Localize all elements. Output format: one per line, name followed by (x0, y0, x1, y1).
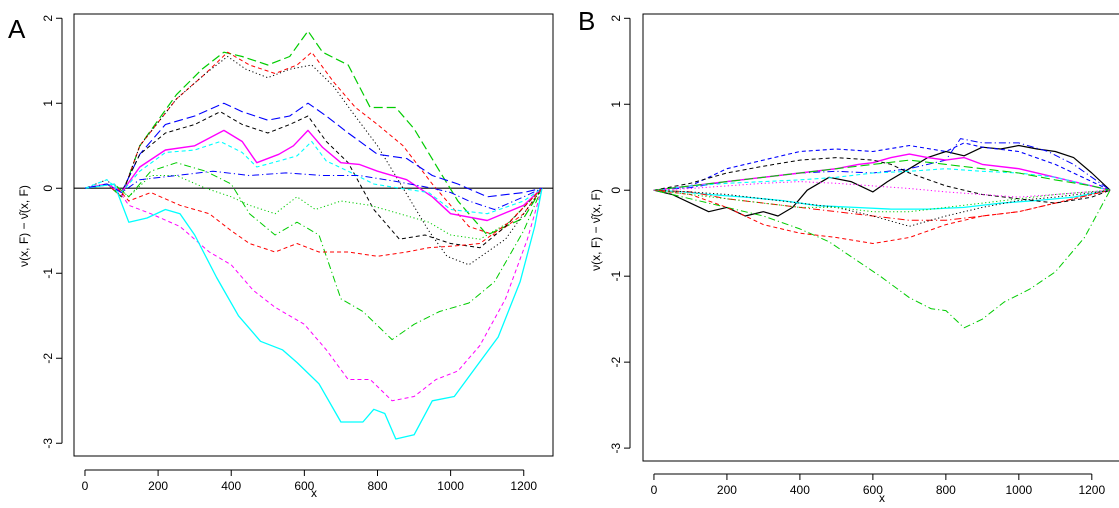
panel-b-series-line-9 (653, 189, 1111, 221)
panel-a-y-tick-label: 1 (41, 100, 55, 107)
panel-a-series-line-2 (84, 51, 543, 236)
panel-a-plot-frame (73, 13, 554, 457)
panel-a-plot-area (74, 30, 553, 440)
panel-a-y-tick-label: 0 (41, 185, 55, 192)
panel-a-x-tick-label: 0 (82, 479, 89, 493)
panel-a-series-line-3 (84, 56, 543, 266)
panel-b-label: B (578, 6, 595, 36)
panel-b-series-line-10 (653, 157, 1111, 204)
panel-b-series-line-6 (653, 189, 1111, 210)
panel-b-series-line-8 (653, 189, 1111, 244)
panel-a-series-line-9 (84, 175, 543, 240)
panel-b-x-axis-title: x (879, 491, 885, 505)
panel-b-plot-frame (642, 13, 1119, 462)
panel-b-series-line-5 (653, 168, 1111, 191)
panel-b-x-tick-label: 0 (651, 483, 658, 497)
panel-b-series-line-14 (653, 181, 1111, 198)
panel-b-series-line-7 (653, 189, 1111, 329)
panel-a-series-line-4 (84, 102, 543, 198)
panel-b-y-tick-label: 2 (609, 15, 623, 22)
panel-a-series-line-7 (84, 140, 543, 215)
panel-b-series-line-12 (653, 189, 1111, 213)
panel-a-x-tick-label: 1000 (437, 479, 464, 493)
panel-b-x-tick-label: 400 (790, 483, 810, 497)
panel-a-y-tick-label: -3 (41, 438, 55, 449)
panel-a-series-line-1 (84, 30, 543, 236)
panel-b-plot-area (653, 138, 1111, 329)
panel-b-y-tick-label: -1 (609, 271, 623, 282)
panel-b-y-tick-label: 1 (609, 101, 623, 108)
panel-a: A x ν(x, F) − ν̂(x, F) 0 200 400 600 800 1000… (8, 13, 554, 500)
panel-a-x-tick-label: 800 (367, 479, 387, 493)
panel-b-series-line-2 (653, 142, 1111, 191)
panel-b-x-tick-label: 1000 (1005, 483, 1032, 497)
panel-b-y-axis-title: ν(x, F) − ν̂(x, F) (589, 189, 603, 271)
panel-a-series-line-11 (84, 183, 543, 402)
panel-a-series-line-12 (84, 183, 543, 440)
panel-a-y-tick-label: -1 (41, 268, 55, 279)
panel-b-series-line-13 (653, 159, 1111, 191)
panel-b-axes: 0 200 400 600 800 1000 1200 -3 -2 -1 0 1 2 (609, 15, 1105, 497)
panel-a-x-tick-label: 1200 (510, 479, 537, 493)
panel-a-y-tick-label: 2 (41, 15, 55, 22)
panel-a-x-tick-label: 400 (221, 479, 241, 493)
panel-b-x-tick-label: 600 (863, 483, 883, 497)
panel-a-series-line-5 (84, 111, 543, 249)
panel-a-label: A (8, 14, 26, 44)
panel-a-x-tick-label: 200 (148, 479, 168, 493)
panel-b-y-tick-label: 0 (609, 187, 623, 194)
panel-a-y-tick-label: -2 (41, 353, 55, 364)
panel-b-x-tick-label: 1200 (1078, 483, 1105, 497)
panel-a-x-axis-title: x (311, 486, 317, 500)
panel-b-y-tick-label: -2 (609, 356, 623, 367)
panel-b-x-tick-label: 200 (717, 483, 737, 497)
panel-a-y-axis-title: ν(x, F) − ν̂(x, F) (17, 185, 31, 267)
panel-a-x-tick-label: 600 (294, 479, 314, 493)
panel-a-series-line-13 (84, 170, 543, 210)
panel-b-y-tick-label: -3 (609, 442, 623, 453)
panel-a-series-line-8 (84, 162, 543, 341)
panel-a-axes: 0 200 400 600 800 1000 1200 -3 -2 -1 0 1 2 (41, 15, 537, 493)
panel-b-x-tick-label: 800 (936, 483, 956, 497)
panel-a-series-line-10 (84, 183, 543, 257)
panel-b: B x ν(x, F) − ν̂(x, F) 0 200 400 600 800 1000… (578, 6, 1119, 505)
panel-a-series-line-6 (84, 129, 543, 222)
